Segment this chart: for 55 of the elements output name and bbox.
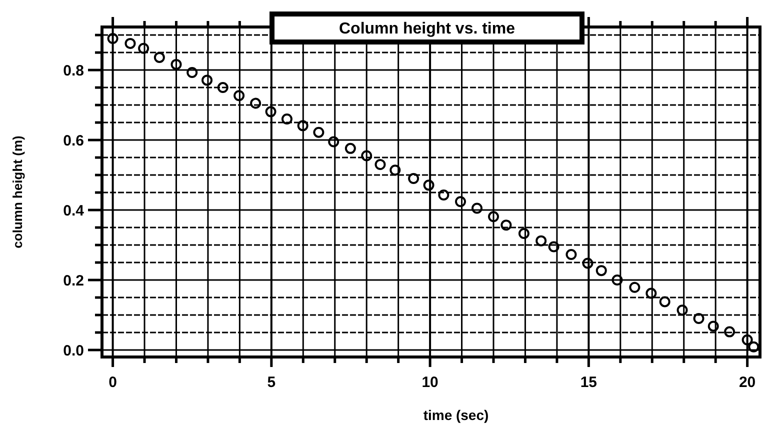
point (281, 114, 292, 125)
point (361, 150, 372, 162)
point (170, 58, 182, 70)
point (566, 248, 577, 260)
point (455, 196, 466, 208)
point (582, 258, 594, 269)
point (328, 136, 340, 148)
point (629, 282, 640, 293)
x-tick-label: 10 (422, 374, 438, 391)
point (438, 189, 450, 200)
point (265, 106, 276, 118)
point (154, 52, 165, 63)
y-tick-label: 0.6 (63, 132, 84, 150)
point (217, 82, 228, 94)
point (344, 142, 356, 154)
point (676, 304, 688, 316)
y-axis-title: column height (m) (10, 136, 25, 248)
point (250, 98, 262, 109)
point (138, 42, 150, 54)
point (472, 202, 483, 214)
point (724, 326, 736, 338)
point (107, 33, 118, 44)
point (708, 320, 719, 332)
point (596, 265, 607, 276)
point (659, 296, 670, 308)
point (693, 313, 704, 324)
point (548, 241, 560, 252)
x-tick-label: 15 (580, 374, 598, 391)
point (408, 173, 420, 184)
chart-title: Column height vs. time (338, 20, 516, 38)
point (186, 66, 198, 78)
point (390, 164, 401, 176)
point (488, 211, 499, 222)
point (124, 38, 136, 49)
point (313, 126, 324, 138)
point (423, 180, 434, 191)
point (742, 334, 753, 346)
x-tick-label: 20 (738, 374, 756, 391)
point (518, 228, 530, 239)
point (748, 341, 760, 352)
x-axis-title: time (sec) (423, 407, 489, 423)
point (374, 159, 386, 170)
point (234, 90, 245, 102)
point (536, 235, 547, 246)
y-tick-label: 0.8 (63, 62, 84, 80)
y-tick-label: 0.0 (63, 342, 84, 360)
x-tick-label: 5 (267, 374, 276, 391)
point (646, 288, 657, 299)
point (202, 74, 213, 86)
y-tick-label: 0.4 (63, 202, 85, 220)
y-tick-label: 0.2 (63, 272, 84, 290)
x-tick-label: 0 (108, 374, 117, 391)
point (500, 220, 512, 231)
point (297, 120, 308, 132)
point (612, 274, 623, 286)
